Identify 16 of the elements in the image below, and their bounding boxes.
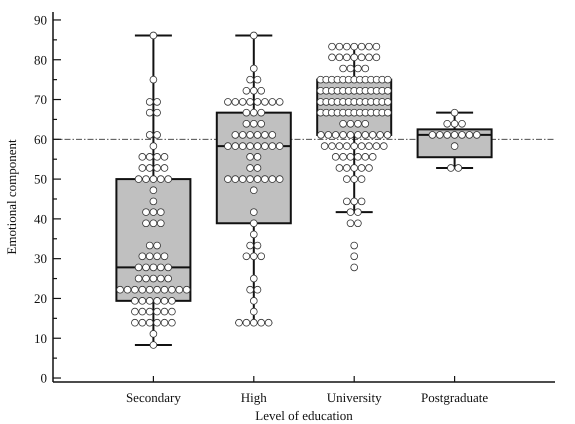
y-tick-label: 30: [34, 251, 47, 266]
x-tick-label: High: [240, 390, 268, 405]
x-tick-label: Postgraduate: [421, 390, 488, 405]
y-tick-label: 10: [34, 330, 47, 346]
y-tick-label: 80: [34, 52, 47, 68]
y-tick-label: 70: [34, 92, 47, 108]
y-tick-label: 0: [40, 370, 47, 386]
y-tick-label: 20: [34, 291, 47, 306]
y-tick-label: 60: [34, 132, 47, 147]
x-tick-label: Secondary: [126, 390, 182, 405]
x-axis-title: Level of education: [255, 408, 354, 423]
y-axis-title: Emotional component: [4, 139, 19, 255]
y-tick-label: 50: [34, 172, 47, 187]
y-tick-label: 40: [34, 211, 47, 226]
y-tick-label: 90: [34, 12, 47, 28]
x-tick-label: University: [326, 390, 382, 405]
